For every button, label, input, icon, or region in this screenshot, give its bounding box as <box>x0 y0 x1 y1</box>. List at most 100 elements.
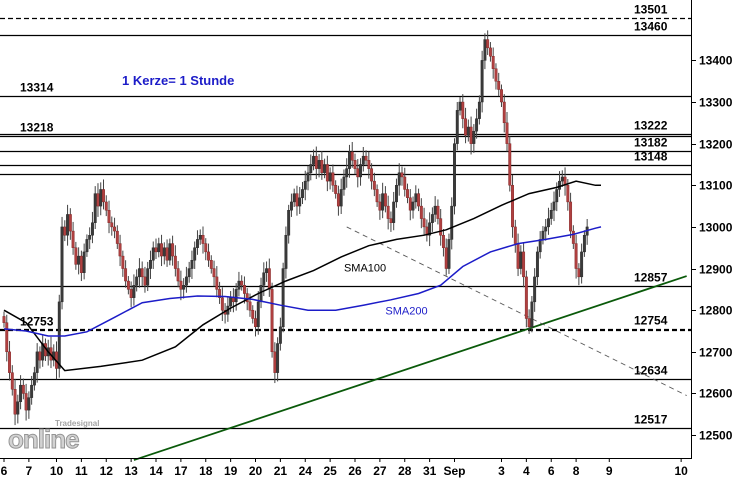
candle-down <box>513 226 517 244</box>
candle-down <box>500 89 503 103</box>
candle-up <box>450 205 454 240</box>
candle-up <box>466 126 470 136</box>
candle-down <box>569 201 573 232</box>
candle-down <box>441 235 445 248</box>
candle-up <box>453 143 456 207</box>
candle-up <box>535 251 539 278</box>
candle-down <box>173 255 177 269</box>
candle-up <box>196 239 199 248</box>
candle-up <box>137 268 141 278</box>
candle-down <box>486 39 490 49</box>
candle-down <box>251 309 255 319</box>
candle-down <box>240 280 244 286</box>
candle-down <box>118 243 122 257</box>
candle-down <box>439 218 443 236</box>
candle-up <box>342 176 346 190</box>
tradesignal-logo: Tradesignal online <box>8 419 100 455</box>
x-tick-label: 14 <box>149 464 163 478</box>
y-tick-label: 13000 <box>699 221 733 235</box>
series-label-sma200: SMA200 <box>385 305 427 317</box>
x-tick-label: 10 <box>50 464 64 478</box>
candle-up <box>289 201 293 211</box>
candle-down <box>408 197 412 211</box>
candle-down <box>497 80 501 90</box>
candle-down <box>505 122 509 144</box>
candle-up <box>397 172 401 186</box>
candle-down <box>79 255 83 273</box>
candle-down <box>248 301 252 311</box>
candle-up <box>32 372 36 386</box>
candle-up <box>85 239 89 253</box>
candle-up <box>184 276 188 286</box>
candle-up <box>265 268 269 273</box>
candle-up <box>198 235 202 240</box>
candle-up <box>381 193 385 211</box>
candle-down <box>524 276 528 319</box>
x-axis: 6 7 10 11 12 13 14 17 18 19 20 21 24 25 26 27 28 31 Sep 3 4 6… <box>1 458 688 478</box>
candle-up <box>458 101 462 111</box>
series-label-sma100: SMA100 <box>344 262 386 274</box>
candle-down <box>160 243 163 257</box>
candle-up <box>306 172 310 182</box>
candle-down <box>113 226 116 232</box>
candle-down <box>511 185 514 228</box>
candle-down <box>494 68 498 82</box>
candle-up <box>348 151 351 169</box>
candle-down <box>488 47 492 57</box>
candle-up <box>276 343 280 373</box>
y-tick-label: 13200 <box>699 138 733 152</box>
x-tick-label: 4 <box>523 464 530 478</box>
candle-down <box>571 230 575 244</box>
x-tick-label: 24 <box>299 464 313 478</box>
candle-up <box>530 301 534 328</box>
candle-down <box>165 247 169 261</box>
level-label-12753: 12753 <box>20 315 54 329</box>
candle-up <box>88 235 92 240</box>
candle-down <box>63 226 67 236</box>
candle-up <box>317 160 321 169</box>
candle-down <box>124 268 128 282</box>
candle-down <box>522 251 526 278</box>
x-tick-label: 25 <box>323 464 337 478</box>
candle-up <box>256 301 260 328</box>
candle-down <box>8 351 11 373</box>
candle-up <box>162 247 166 257</box>
candle-down <box>102 189 105 203</box>
candle-down <box>295 193 299 207</box>
candle-up <box>477 101 481 119</box>
candle-down <box>389 218 393 223</box>
candle-up <box>27 397 31 411</box>
candle-up <box>558 180 561 190</box>
candle-down <box>245 293 249 303</box>
candle-up <box>182 285 186 290</box>
candle-up <box>146 268 150 286</box>
logo-main-text: online <box>8 424 79 454</box>
candle-up <box>552 201 556 211</box>
candle-up <box>560 176 564 182</box>
x-tick-label: 27 <box>373 464 387 478</box>
series-sma200 <box>3 226 602 337</box>
candle-down <box>417 193 421 207</box>
level-label-12517: 12517 <box>634 413 668 427</box>
candle-up <box>82 251 86 273</box>
candle-up <box>151 247 155 261</box>
candle-up <box>30 384 34 398</box>
candle-down <box>436 205 440 219</box>
candle-down <box>331 172 335 186</box>
x-tick-label: 26 <box>348 464 362 478</box>
candle-up <box>549 210 553 219</box>
y-axis: 12500 12600 12700 12800 12900 13000 13100 13200… <box>691 54 733 443</box>
candle-up <box>361 155 365 165</box>
candle-up <box>190 260 194 269</box>
candle-down <box>5 322 9 353</box>
trendline-downtrend <box>346 226 687 396</box>
candle-down <box>375 189 379 203</box>
candle-up <box>472 130 476 144</box>
candle-up <box>345 168 349 178</box>
candle-up <box>168 243 172 261</box>
candle-down <box>204 243 208 253</box>
candle-down <box>574 243 578 269</box>
candle-down <box>273 351 277 373</box>
candle-up <box>323 164 327 173</box>
